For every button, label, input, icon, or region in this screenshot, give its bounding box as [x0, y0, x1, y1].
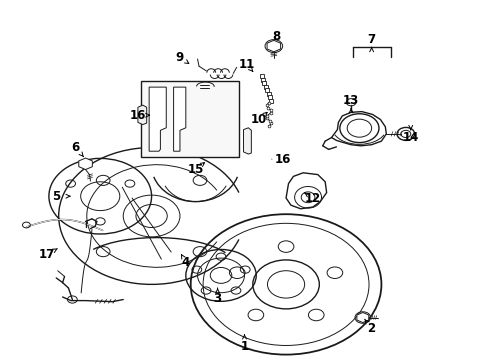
Text: 7: 7 [367, 33, 375, 46]
Text: 15: 15 [187, 163, 203, 176]
Text: 16: 16 [129, 109, 146, 122]
Text: 13: 13 [342, 94, 359, 107]
Text: 4: 4 [182, 256, 189, 269]
Text: 11: 11 [238, 58, 255, 71]
Text: 14: 14 [402, 131, 418, 144]
Text: 9: 9 [176, 51, 183, 64]
Polygon shape [79, 158, 92, 170]
Text: 3: 3 [213, 292, 221, 305]
Polygon shape [243, 128, 251, 154]
Text: 6: 6 [72, 141, 80, 154]
Polygon shape [356, 312, 368, 323]
Text: 10: 10 [250, 113, 267, 126]
Text: 16: 16 [274, 153, 290, 166]
Bar [141, 81, 238, 157]
Text: 2: 2 [367, 322, 375, 335]
Polygon shape [138, 105, 146, 125]
Text: 17: 17 [38, 248, 55, 261]
Polygon shape [266, 40, 280, 52]
Text: 12: 12 [304, 192, 321, 204]
Text: 1: 1 [240, 340, 248, 353]
Polygon shape [173, 87, 185, 151]
Polygon shape [149, 87, 166, 151]
Text: 8: 8 [272, 30, 280, 42]
Text: 5: 5 [52, 190, 60, 203]
